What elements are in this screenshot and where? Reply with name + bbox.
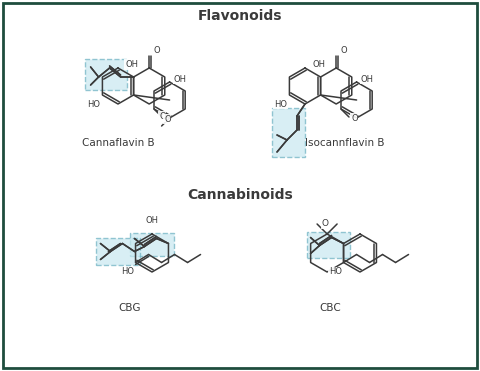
FancyBboxPatch shape [272, 108, 305, 157]
Text: O: O [153, 46, 160, 55]
Text: OH: OH [125, 60, 138, 69]
Text: Cannabinoids: Cannabinoids [187, 188, 293, 202]
Text: O: O [340, 46, 347, 55]
Text: HO: HO [274, 99, 287, 108]
Text: HO: HO [87, 99, 100, 108]
Text: O: O [351, 114, 358, 122]
Text: CBG: CBG [119, 303, 141, 313]
Text: Flavonoids: Flavonoids [198, 9, 282, 23]
Text: OH: OH [360, 75, 373, 83]
Text: HO: HO [329, 267, 342, 276]
Text: Cannaflavin B: Cannaflavin B [82, 138, 154, 148]
Text: O: O [164, 115, 170, 124]
FancyBboxPatch shape [307, 232, 349, 257]
Text: OH: OH [174, 75, 187, 83]
Text: Isocannflavin B: Isocannflavin B [305, 138, 385, 148]
FancyBboxPatch shape [84, 59, 127, 90]
Text: OH: OH [312, 60, 325, 69]
Text: OH: OH [145, 216, 158, 225]
Text: CBC: CBC [319, 303, 341, 313]
FancyBboxPatch shape [131, 233, 174, 256]
Text: O: O [322, 219, 329, 228]
FancyBboxPatch shape [96, 237, 141, 265]
Text: HO: HO [121, 267, 134, 276]
Text: O: O [159, 112, 166, 121]
